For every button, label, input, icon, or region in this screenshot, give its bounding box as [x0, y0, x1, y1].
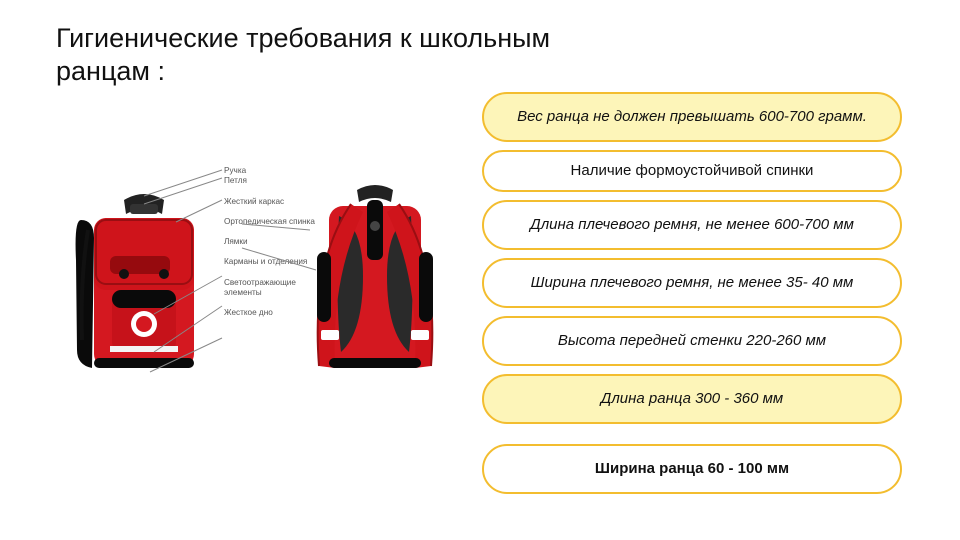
requirement-pill-strap-length: Длина плечевого ремня, не менее 600-700 … — [482, 200, 902, 250]
backpack-diagram: РучкаПетля Жесткий каркас Ортопедическая… — [56, 140, 446, 400]
leader-lines — [56, 140, 446, 400]
requirement-pill-weight: Вес ранца не должен превышать 600-700 гр… — [482, 92, 902, 142]
requirement-pill-width: Ширина ранца 60 - 100 мм — [482, 444, 902, 494]
requirement-pill-length: Длина ранца 300 - 360 мм — [482, 374, 902, 424]
requirement-pill-back: Наличие формоустойчивой спинки — [482, 150, 902, 192]
page-title: Гигиенические требования к школьным ранц… — [56, 22, 616, 88]
requirement-pill-front-height: Высота передней стенки 220-260 мм — [482, 316, 902, 366]
requirement-pill-strap-width: Ширина плечевого ремня, не менее 35- 40 … — [482, 258, 902, 308]
